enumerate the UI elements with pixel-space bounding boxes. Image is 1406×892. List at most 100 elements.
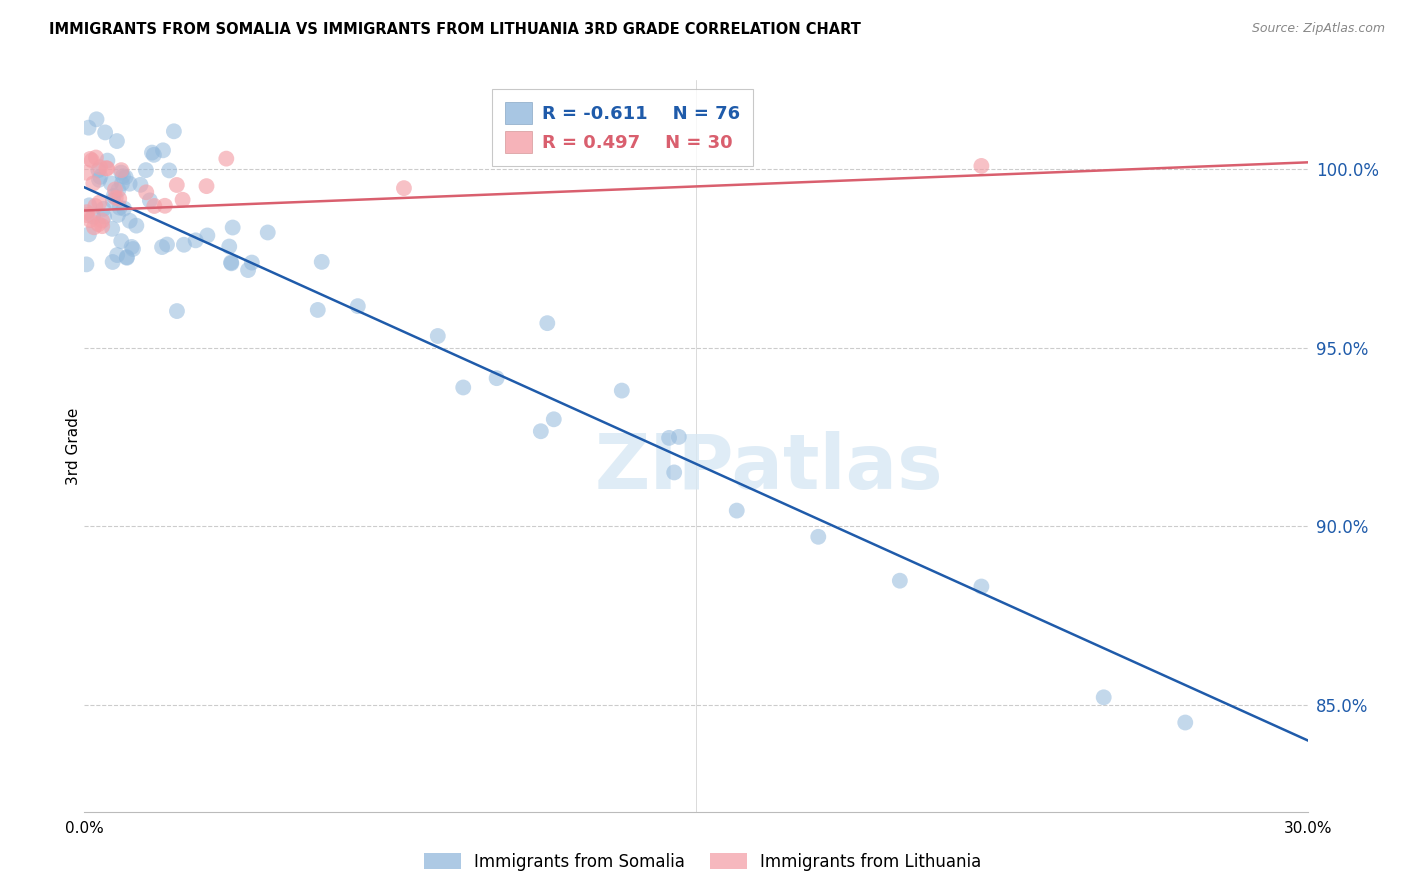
Point xyxy=(139,194,162,208)
Point xyxy=(91,213,114,227)
Point xyxy=(77,120,100,135)
Legend: Immigrants from Somalia, Immigrants from Lithuania: Immigrants from Somalia, Immigrants from… xyxy=(416,845,990,880)
Point xyxy=(118,177,141,191)
Point xyxy=(115,251,138,265)
Point xyxy=(219,255,242,269)
Point xyxy=(100,177,122,191)
Point xyxy=(77,198,100,212)
Point xyxy=(142,148,165,162)
Point xyxy=(150,240,173,254)
Point xyxy=(94,125,117,139)
Point xyxy=(101,194,124,208)
Point xyxy=(218,239,240,253)
Point xyxy=(215,152,238,166)
Point xyxy=(543,412,565,426)
Point xyxy=(166,304,188,318)
Point xyxy=(195,179,218,194)
Point xyxy=(392,181,415,195)
Point xyxy=(311,255,333,269)
Point xyxy=(451,380,474,394)
Point xyxy=(346,299,368,313)
Point xyxy=(157,163,180,178)
Point xyxy=(82,177,104,191)
Point xyxy=(307,302,329,317)
Point xyxy=(93,210,115,224)
Point xyxy=(118,214,141,228)
Point xyxy=(256,226,278,240)
Point xyxy=(82,210,104,224)
Point xyxy=(129,178,152,192)
Point xyxy=(105,134,128,148)
Point xyxy=(80,153,103,168)
Point xyxy=(89,169,111,184)
Point xyxy=(125,219,148,233)
Point xyxy=(221,220,243,235)
Point xyxy=(75,257,97,271)
Y-axis label: 3rd Grade: 3rd Grade xyxy=(66,408,80,484)
Point xyxy=(107,183,129,197)
Point xyxy=(658,431,681,445)
Point xyxy=(152,144,174,158)
Point xyxy=(87,217,110,231)
Point xyxy=(135,163,157,178)
Point xyxy=(89,160,111,174)
Point xyxy=(104,191,127,205)
Point xyxy=(84,199,107,213)
Point xyxy=(110,234,132,248)
Point xyxy=(115,250,138,264)
Point xyxy=(107,208,129,222)
Point xyxy=(108,201,131,215)
Point xyxy=(79,213,101,227)
Point xyxy=(76,208,98,222)
Point xyxy=(122,242,145,256)
Point xyxy=(725,503,748,517)
Point xyxy=(93,202,115,216)
Point xyxy=(1174,715,1197,730)
Point xyxy=(195,228,218,243)
Point xyxy=(108,192,131,206)
Point xyxy=(87,163,110,178)
Point xyxy=(112,202,135,216)
Point xyxy=(91,219,114,234)
Point xyxy=(143,199,166,213)
Point xyxy=(426,329,449,343)
Point xyxy=(86,112,108,127)
Point xyxy=(76,205,98,219)
Point xyxy=(114,170,136,185)
Legend: R = -0.611    N = 76, R = 0.497    N = 30: R = -0.611 N = 76, R = 0.497 N = 30 xyxy=(492,89,754,166)
Text: Source: ZipAtlas.com: Source: ZipAtlas.com xyxy=(1251,22,1385,36)
Point xyxy=(84,151,107,165)
Point xyxy=(135,186,157,200)
Point xyxy=(173,237,195,252)
Point xyxy=(75,166,97,180)
Text: ZIPatlas: ZIPatlas xyxy=(595,431,943,505)
Point xyxy=(970,580,993,594)
Point xyxy=(172,193,194,207)
Point xyxy=(668,430,690,444)
Point xyxy=(110,165,132,179)
Point xyxy=(77,227,100,242)
Point xyxy=(664,466,686,480)
Point xyxy=(83,220,105,235)
Point xyxy=(101,222,124,236)
Point xyxy=(184,233,207,247)
Point xyxy=(87,173,110,187)
Point xyxy=(101,255,124,269)
Point xyxy=(153,199,176,213)
Point xyxy=(236,263,259,277)
Text: IMMIGRANTS FROM SOMALIA VS IMMIGRANTS FROM LITHUANIA 3RD GRADE CORRELATION CHART: IMMIGRANTS FROM SOMALIA VS IMMIGRANTS FR… xyxy=(49,22,860,37)
Point xyxy=(166,178,188,192)
Point xyxy=(1092,690,1115,705)
Point xyxy=(103,189,125,203)
Point xyxy=(221,256,243,270)
Point xyxy=(485,371,508,385)
Point xyxy=(110,163,132,178)
Point xyxy=(240,255,263,269)
Point xyxy=(111,177,134,191)
Point xyxy=(121,240,143,254)
Point xyxy=(970,159,993,173)
Point xyxy=(104,182,127,196)
Point xyxy=(163,124,186,138)
Point xyxy=(96,161,118,176)
Point xyxy=(141,145,163,160)
